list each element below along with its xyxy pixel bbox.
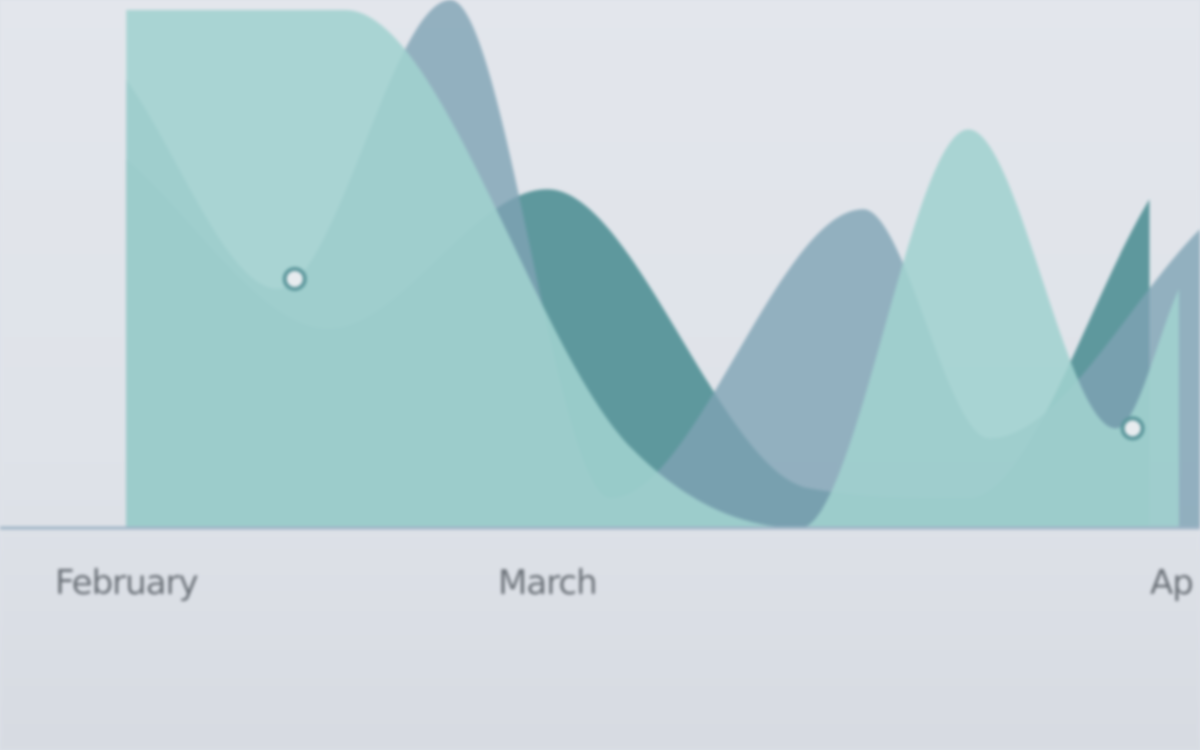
data-point-marker-2[interactable] xyxy=(1120,416,1145,441)
series-area-3 xyxy=(126,9,1179,528)
x-tick-label-3: Ap xyxy=(1150,563,1193,603)
data-point-marker-1[interactable] xyxy=(282,266,307,291)
series-layer xyxy=(126,0,1200,528)
x-tick-label-2: March xyxy=(498,563,597,603)
x-tick-labels: February March Ap xyxy=(55,563,1194,603)
x-tick-label-1: February xyxy=(55,563,199,603)
marker-layer xyxy=(282,266,1145,441)
